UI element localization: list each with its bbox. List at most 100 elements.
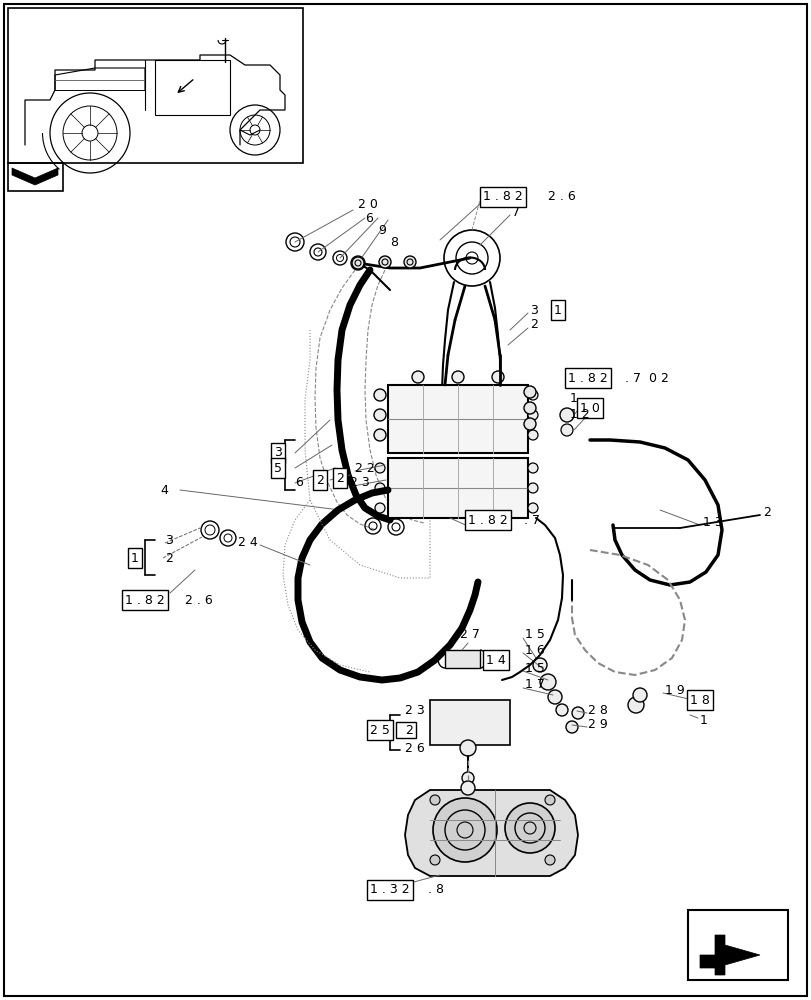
Circle shape — [527, 410, 538, 420]
Text: 6: 6 — [365, 212, 372, 225]
Text: 1 3: 1 3 — [702, 516, 722, 528]
Text: 1 8: 1 8 — [689, 694, 709, 706]
Text: . 7: . 7 — [523, 514, 539, 526]
Bar — [388, 385, 527, 453]
Text: 2: 2 — [530, 318, 537, 332]
Text: 1 . 8 2: 1 . 8 2 — [125, 593, 165, 606]
Circle shape — [461, 781, 474, 795]
Text: 2 . 6: 2 . 6 — [185, 593, 212, 606]
Circle shape — [504, 803, 554, 853]
Circle shape — [430, 795, 440, 805]
Circle shape — [432, 798, 496, 862]
Text: 1 0: 1 0 — [579, 401, 599, 414]
Polygon shape — [405, 790, 577, 876]
Text: 5: 5 — [273, 462, 281, 475]
Circle shape — [527, 483, 538, 493]
Circle shape — [627, 697, 643, 713]
Text: 3: 3 — [274, 446, 281, 460]
Circle shape — [379, 256, 391, 268]
Text: 1 2: 1 2 — [569, 408, 589, 422]
Circle shape — [633, 688, 646, 702]
Text: 1 . 8 2: 1 . 8 2 — [568, 371, 607, 384]
Text: 2 7: 2 7 — [460, 629, 479, 642]
Circle shape — [527, 430, 538, 440]
Text: 7: 7 — [512, 206, 519, 219]
Text: 9: 9 — [378, 224, 385, 236]
Circle shape — [375, 463, 384, 473]
Text: 2: 2 — [336, 472, 344, 485]
Circle shape — [375, 483, 384, 493]
Text: 1: 1 — [131, 552, 139, 564]
Text: 1 . 8 2: 1 . 8 2 — [468, 514, 507, 526]
Text: 1 5: 1 5 — [525, 629, 544, 642]
Text: 1 6: 1 6 — [525, 644, 544, 656]
Circle shape — [560, 424, 573, 436]
Bar — [444, 650, 479, 668]
Circle shape — [411, 371, 423, 383]
Circle shape — [351, 257, 363, 269]
Circle shape — [461, 772, 474, 784]
Text: 1 . 8 2: 1 . 8 2 — [483, 190, 522, 204]
Text: 2: 2 — [165, 552, 173, 564]
Circle shape — [565, 721, 577, 733]
Circle shape — [539, 674, 556, 690]
Circle shape — [560, 408, 573, 422]
Text: 1: 1 — [699, 714, 707, 726]
Circle shape — [523, 418, 535, 430]
Bar — [396, 722, 415, 738]
Circle shape — [544, 795, 554, 805]
Circle shape — [491, 371, 504, 383]
Text: 1: 1 — [569, 391, 577, 404]
Circle shape — [527, 503, 538, 513]
Text: 2 2: 2 2 — [354, 462, 375, 475]
Text: 2 . 6: 2 . 6 — [547, 190, 575, 204]
Text: 2 0: 2 0 — [358, 198, 377, 212]
Text: 1 . 3 2: 1 . 3 2 — [370, 883, 410, 896]
Text: 3: 3 — [530, 304, 537, 316]
Circle shape — [460, 740, 475, 756]
Bar — [430, 700, 509, 745]
Bar — [388, 458, 527, 518]
Text: 3: 3 — [165, 534, 173, 546]
Text: 2 6: 2 6 — [405, 742, 424, 754]
Circle shape — [404, 256, 415, 268]
Polygon shape — [12, 168, 58, 185]
Circle shape — [571, 707, 583, 719]
Bar — [687, 910, 787, 980]
Text: 2 8: 2 8 — [587, 704, 607, 716]
Text: . 8: . 8 — [427, 883, 444, 896]
Circle shape — [374, 409, 385, 421]
Bar — [8, 8, 303, 163]
Text: 2 4: 2 4 — [238, 536, 257, 550]
Circle shape — [374, 389, 385, 401]
Text: 6: 6 — [294, 477, 303, 489]
Text: 1 9: 1 9 — [664, 684, 684, 696]
Text: 2: 2 — [762, 506, 770, 520]
Text: 1: 1 — [553, 304, 561, 316]
Text: 2: 2 — [405, 724, 412, 736]
Text: . 7  0 2: . 7 0 2 — [624, 371, 668, 384]
Text: 1 4: 1 4 — [486, 654, 505, 666]
Text: 2 9: 2 9 — [587, 718, 607, 732]
Circle shape — [544, 855, 554, 865]
Text: 2 3: 2 3 — [350, 477, 369, 489]
Circle shape — [547, 690, 561, 704]
Circle shape — [527, 463, 538, 473]
Circle shape — [374, 429, 385, 441]
Circle shape — [523, 386, 535, 398]
Circle shape — [527, 390, 538, 400]
Bar — [155, 60, 230, 115]
Polygon shape — [699, 935, 759, 975]
Circle shape — [430, 855, 440, 865]
Bar — [8, 163, 63, 191]
Text: 1 5: 1 5 — [525, 662, 544, 674]
Text: 8: 8 — [389, 236, 397, 249]
Circle shape — [375, 503, 384, 513]
Text: 2 3: 2 3 — [405, 704, 424, 716]
Circle shape — [523, 402, 535, 414]
Circle shape — [452, 371, 463, 383]
Text: 2 5: 2 5 — [370, 724, 389, 736]
Circle shape — [556, 704, 568, 716]
Text: 2: 2 — [315, 474, 324, 487]
Text: 4: 4 — [160, 484, 168, 496]
